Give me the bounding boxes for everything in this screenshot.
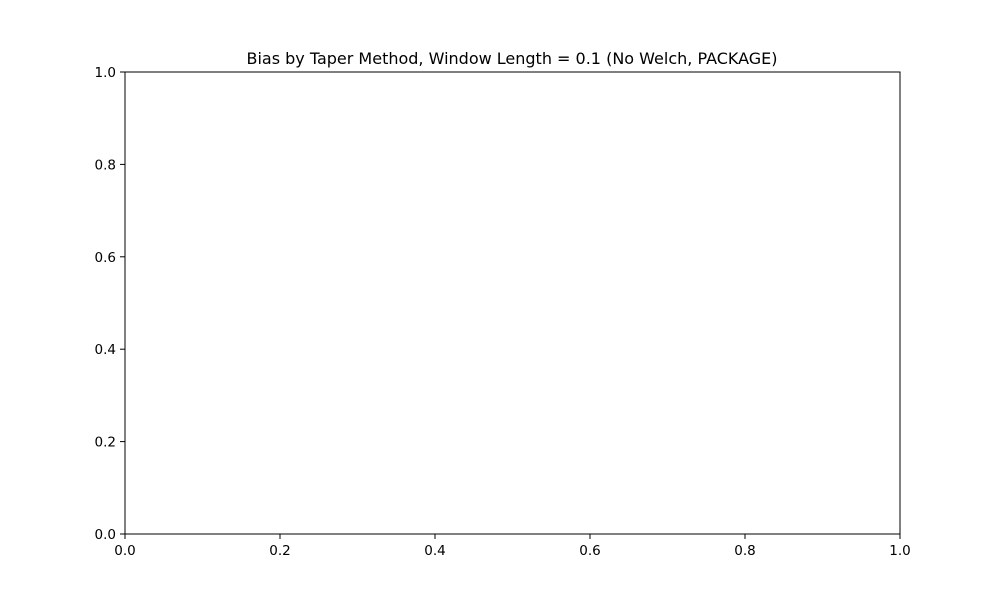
x-axis: 0.0 0.2 0.4 0.6 0.8 1.0 <box>114 534 911 559</box>
y-axis: 0.0 0.2 0.4 0.6 0.8 1.0 <box>95 65 125 543</box>
chart-title: Bias by Taper Method, Window Length = 0.… <box>246 49 777 68</box>
x-tick-label: 1.0 <box>889 543 910 559</box>
y-tick-label: 0.8 <box>95 157 116 173</box>
y-tick-label: 0.6 <box>95 250 116 266</box>
y-tick-label: 0.4 <box>95 342 116 358</box>
x-tick-label: 0.0 <box>114 543 135 559</box>
x-tick-label: 0.6 <box>579 543 600 559</box>
plot-frame <box>124 71 901 535</box>
y-tick-label: 0.0 <box>95 527 116 543</box>
plot-area <box>125 72 900 534</box>
y-tick-label: 1.0 <box>95 65 116 81</box>
x-tick-label: 0.2 <box>269 543 290 559</box>
x-tick-label: 0.4 <box>424 543 445 559</box>
x-tick-label: 0.8 <box>734 543 755 559</box>
y-tick-label: 0.2 <box>95 435 116 451</box>
